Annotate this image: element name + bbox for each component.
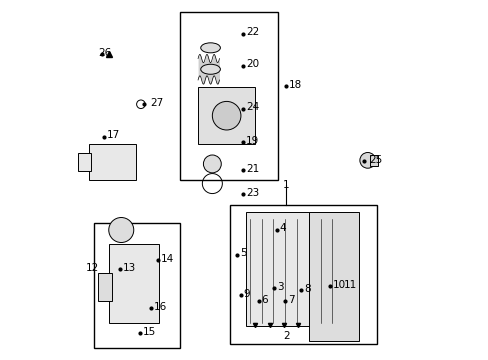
- Text: 1: 1: [283, 180, 289, 190]
- Text: 22: 22: [246, 27, 259, 37]
- Text: 5: 5: [240, 248, 246, 258]
- Text: 27: 27: [149, 98, 163, 108]
- Text: 12: 12: [85, 262, 99, 273]
- Text: 10: 10: [332, 280, 346, 291]
- Bar: [230, 205, 376, 344]
- Text: 8: 8: [304, 284, 310, 294]
- Circle shape: [108, 217, 134, 243]
- Bar: [78, 153, 91, 171]
- Text: 23: 23: [246, 188, 259, 198]
- Bar: [180, 12, 278, 180]
- Text: 14: 14: [160, 253, 173, 264]
- Text: 19: 19: [246, 136, 259, 146]
- Bar: [308, 212, 358, 341]
- Ellipse shape: [201, 43, 220, 53]
- Bar: [94, 223, 180, 348]
- Text: 3: 3: [277, 282, 284, 292]
- Text: 16: 16: [153, 302, 166, 312]
- Text: 15: 15: [142, 327, 156, 337]
- Text: 25: 25: [369, 156, 382, 165]
- Bar: [198, 87, 255, 144]
- Bar: [369, 155, 377, 166]
- Text: 21: 21: [246, 164, 259, 174]
- Text: 11: 11: [343, 280, 356, 291]
- Text: 2: 2: [283, 332, 289, 342]
- Circle shape: [359, 153, 375, 168]
- Text: 18: 18: [288, 80, 302, 90]
- Text: 20: 20: [246, 59, 259, 69]
- Text: 26: 26: [98, 48, 111, 58]
- Bar: [98, 273, 112, 301]
- Bar: [108, 244, 159, 323]
- Bar: [89, 144, 135, 180]
- Text: 13: 13: [123, 262, 136, 273]
- Bar: [246, 212, 353, 327]
- Text: 7: 7: [287, 295, 294, 305]
- Text: 6: 6: [261, 295, 268, 305]
- Circle shape: [212, 102, 241, 130]
- Ellipse shape: [201, 64, 220, 74]
- Text: 17: 17: [107, 130, 120, 140]
- Circle shape: [203, 155, 221, 173]
- Text: 4: 4: [279, 223, 285, 233]
- Text: 9: 9: [244, 289, 250, 299]
- Text: 24: 24: [246, 102, 259, 112]
